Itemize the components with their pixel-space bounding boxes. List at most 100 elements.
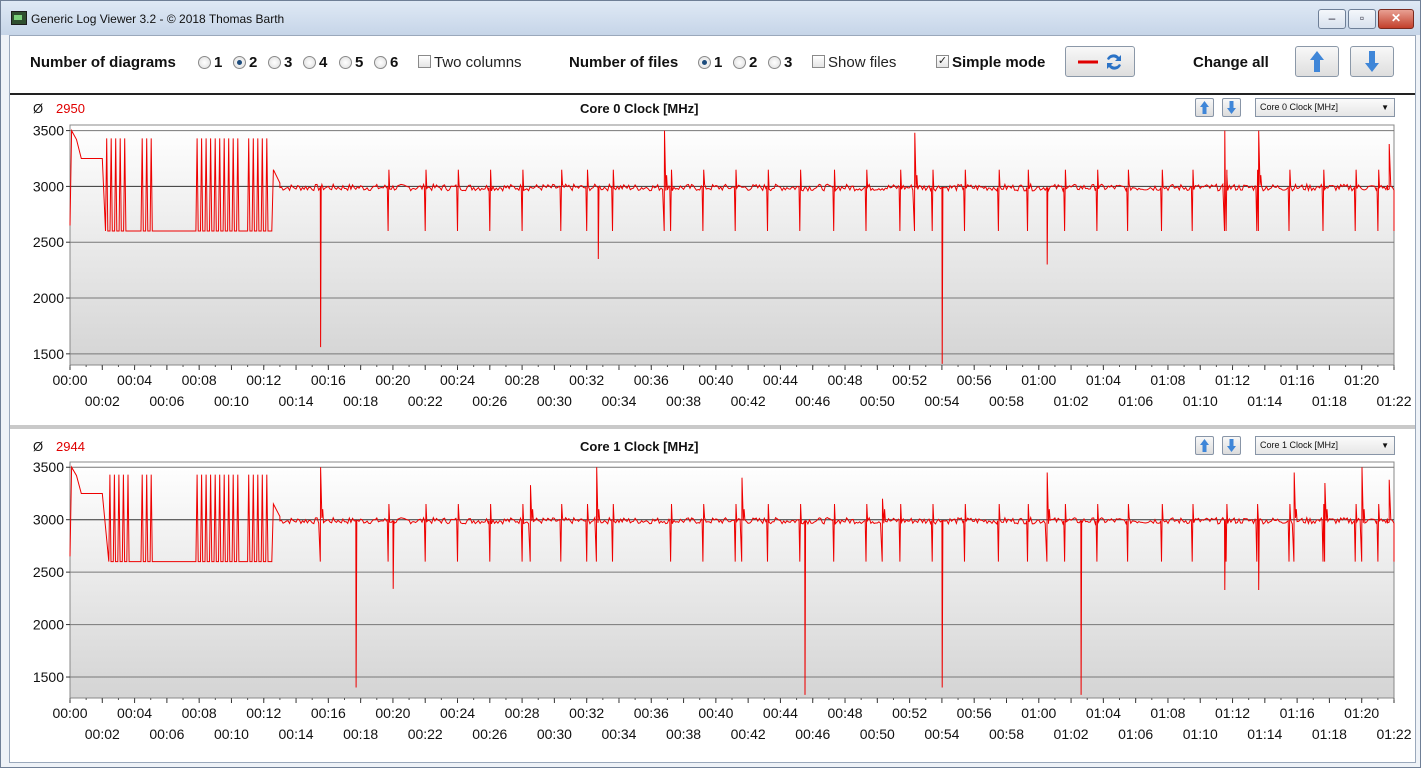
client-area: Number of diagrams 1 2 3 4 5 6 Two colum… (9, 35, 1416, 763)
color-swap-button[interactable] (1065, 46, 1135, 77)
x-tick-label: 00:12 (246, 372, 281, 388)
x-tick-label: 00:48 (828, 705, 863, 721)
x-tick-label: 00:36 (634, 705, 669, 721)
color-swap-icon (1078, 54, 1121, 70)
show-files-checkbox[interactable] (812, 55, 825, 68)
diagram-radio-2[interactable] (233, 56, 246, 69)
sensor-select-value: Core 1 Clock [MHz] (1260, 440, 1339, 450)
diagram-option-2: 2 (249, 54, 258, 71)
y-tick-label: 2000 (33, 290, 64, 306)
x-tick-label: 00:10 (214, 726, 249, 742)
diagram-move-up-button[interactable] (1195, 436, 1214, 455)
sensor-select[interactable]: Core 0 Clock [MHz] ▼ (1255, 98, 1395, 117)
x-tick-label: 00:06 (149, 726, 184, 742)
diagram-panel-core1: Ø 2944 Core 1 Clock [MHz] Core 1 Clock [… (10, 429, 1415, 762)
x-tick-label: 01:00 (1021, 372, 1056, 388)
title-bar[interactable]: Generic Log Viewer 3.2 - © 2018 Thomas B… (1, 1, 1420, 35)
arrow-up-icon (1200, 439, 1209, 452)
diagram-radio-1[interactable] (198, 56, 211, 69)
x-tick-label: 00:12 (246, 705, 281, 721)
toolbar: Number of diagrams 1 2 3 4 5 6 Two colum… (10, 36, 1415, 95)
minimize-button[interactable]: – (1318, 9, 1346, 29)
x-tick-label: 01:08 (1150, 372, 1185, 388)
diagram-move-down-button[interactable] (1222, 436, 1241, 455)
x-tick-label: 00:42 (731, 726, 766, 742)
x-tick-label: 01:18 (1312, 726, 1347, 742)
simple-mode-checkbox[interactable]: ✓ (936, 55, 949, 68)
x-tick-label: 00:58 (989, 393, 1024, 409)
x-tick-label: 01:10 (1183, 726, 1218, 742)
y-tick-label: 2000 (33, 617, 64, 633)
file-option-1: 1 (714, 54, 723, 71)
maximize-icon: ▫ (1359, 11, 1365, 25)
sensor-select[interactable]: Core 1 Clock [MHz] ▼ (1255, 436, 1395, 455)
x-tick-label: 01:20 (1344, 705, 1379, 721)
avg-symbol: Ø (33, 439, 44, 454)
two-columns-checkbox[interactable] (418, 55, 431, 68)
panel-divider[interactable] (10, 425, 1415, 429)
move-up-all-button[interactable] (1295, 46, 1339, 77)
arrow-down-icon (1227, 101, 1236, 114)
diagram-panel-core0: Ø 2950 Core 0 Clock [MHz] Core 0 Clock [… (10, 95, 1415, 425)
x-tick-label: 00:26 (472, 726, 507, 742)
x-tick-label: 00:02 (85, 726, 120, 742)
x-tick-label: 00:46 (795, 726, 830, 742)
file-radio-1[interactable] (698, 56, 711, 69)
x-tick-label: 00:50 (860, 726, 895, 742)
x-tick-label: 00:36 (634, 372, 669, 388)
diagram-move-down-button[interactable] (1222, 98, 1241, 117)
x-tick-label: 00:34 (601, 393, 636, 409)
x-tick-label: 00:28 (505, 372, 540, 388)
x-tick-label: 00:32 (569, 372, 604, 388)
x-tick-label: 00:06 (149, 393, 184, 409)
x-tick-label: 00:16 (311, 372, 346, 388)
line-chart: 3500 3000 2500 2000 1500 00:00 00:04 00:08 00:12… (33, 123, 1412, 409)
diagram-move-up-button[interactable] (1195, 98, 1214, 117)
y-tick-label: 1500 (33, 346, 64, 362)
diagram-radio-3[interactable] (268, 56, 281, 69)
app-icon (11, 11, 27, 25)
diagram-option-5: 5 (355, 54, 364, 71)
x-tick-label: 00:58 (989, 726, 1024, 742)
x-tick-label: 00:18 (343, 726, 378, 742)
x-tick-label: 00:08 (182, 705, 217, 721)
plot-area (69, 461, 1395, 699)
x-tick-label: 00:28 (505, 705, 540, 721)
x-tick-label: 00:52 (892, 372, 927, 388)
diagram-radio-5[interactable] (339, 56, 352, 69)
diagram-radio-4[interactable] (303, 56, 316, 69)
y-tick-label: 1500 (33, 669, 64, 685)
diagram-radio-6[interactable] (374, 56, 387, 69)
x-tick-label: 00:56 (957, 705, 992, 721)
diagram-option-3: 3 (284, 54, 293, 71)
simple-mode-label: Simple mode (952, 54, 1046, 71)
x-tick-label: 01:02 (1054, 393, 1089, 409)
x-tick-label: 00:42 (731, 393, 766, 409)
x-tick-label: 00:40 (698, 705, 733, 721)
x-tick-label: 01:12 (1215, 705, 1250, 721)
file-radio-2[interactable] (733, 56, 746, 69)
x-tick-label: 00:24 (440, 372, 475, 388)
x-tick-label: 01:22 (1376, 726, 1411, 742)
sensor-select-value: Core 0 Clock [MHz] (1260, 102, 1339, 112)
x-tick-label: 00:44 (763, 705, 798, 721)
plot-area (69, 124, 1395, 366)
x-tick-label: 01:16 (1280, 705, 1315, 721)
line-chart: 3500 3000 2500 2000 1500 00:00 00:04 00:08 00:12… (33, 459, 1412, 742)
file-option-2: 2 (749, 54, 758, 71)
x-tick-label: 01:02 (1054, 726, 1089, 742)
close-button[interactable]: ✕ (1378, 9, 1414, 29)
maximize-button[interactable]: ▫ (1348, 9, 1376, 29)
file-radio-3[interactable] (768, 56, 781, 69)
diagram-title: Core 0 Clock [MHz] (580, 101, 699, 116)
move-down-all-button[interactable] (1350, 46, 1394, 77)
x-tick-label: 01:06 (1118, 726, 1153, 742)
x-tick-label: 00:48 (828, 372, 863, 388)
x-tick-label: 00:24 (440, 705, 475, 721)
arrow-down-icon (1365, 51, 1379, 72)
x-tick-label: 00:38 (666, 393, 701, 409)
x-tick-label: 01:14 (1247, 726, 1282, 742)
x-tick-label: 00:54 (924, 726, 959, 742)
file-option-3: 3 (784, 54, 793, 71)
